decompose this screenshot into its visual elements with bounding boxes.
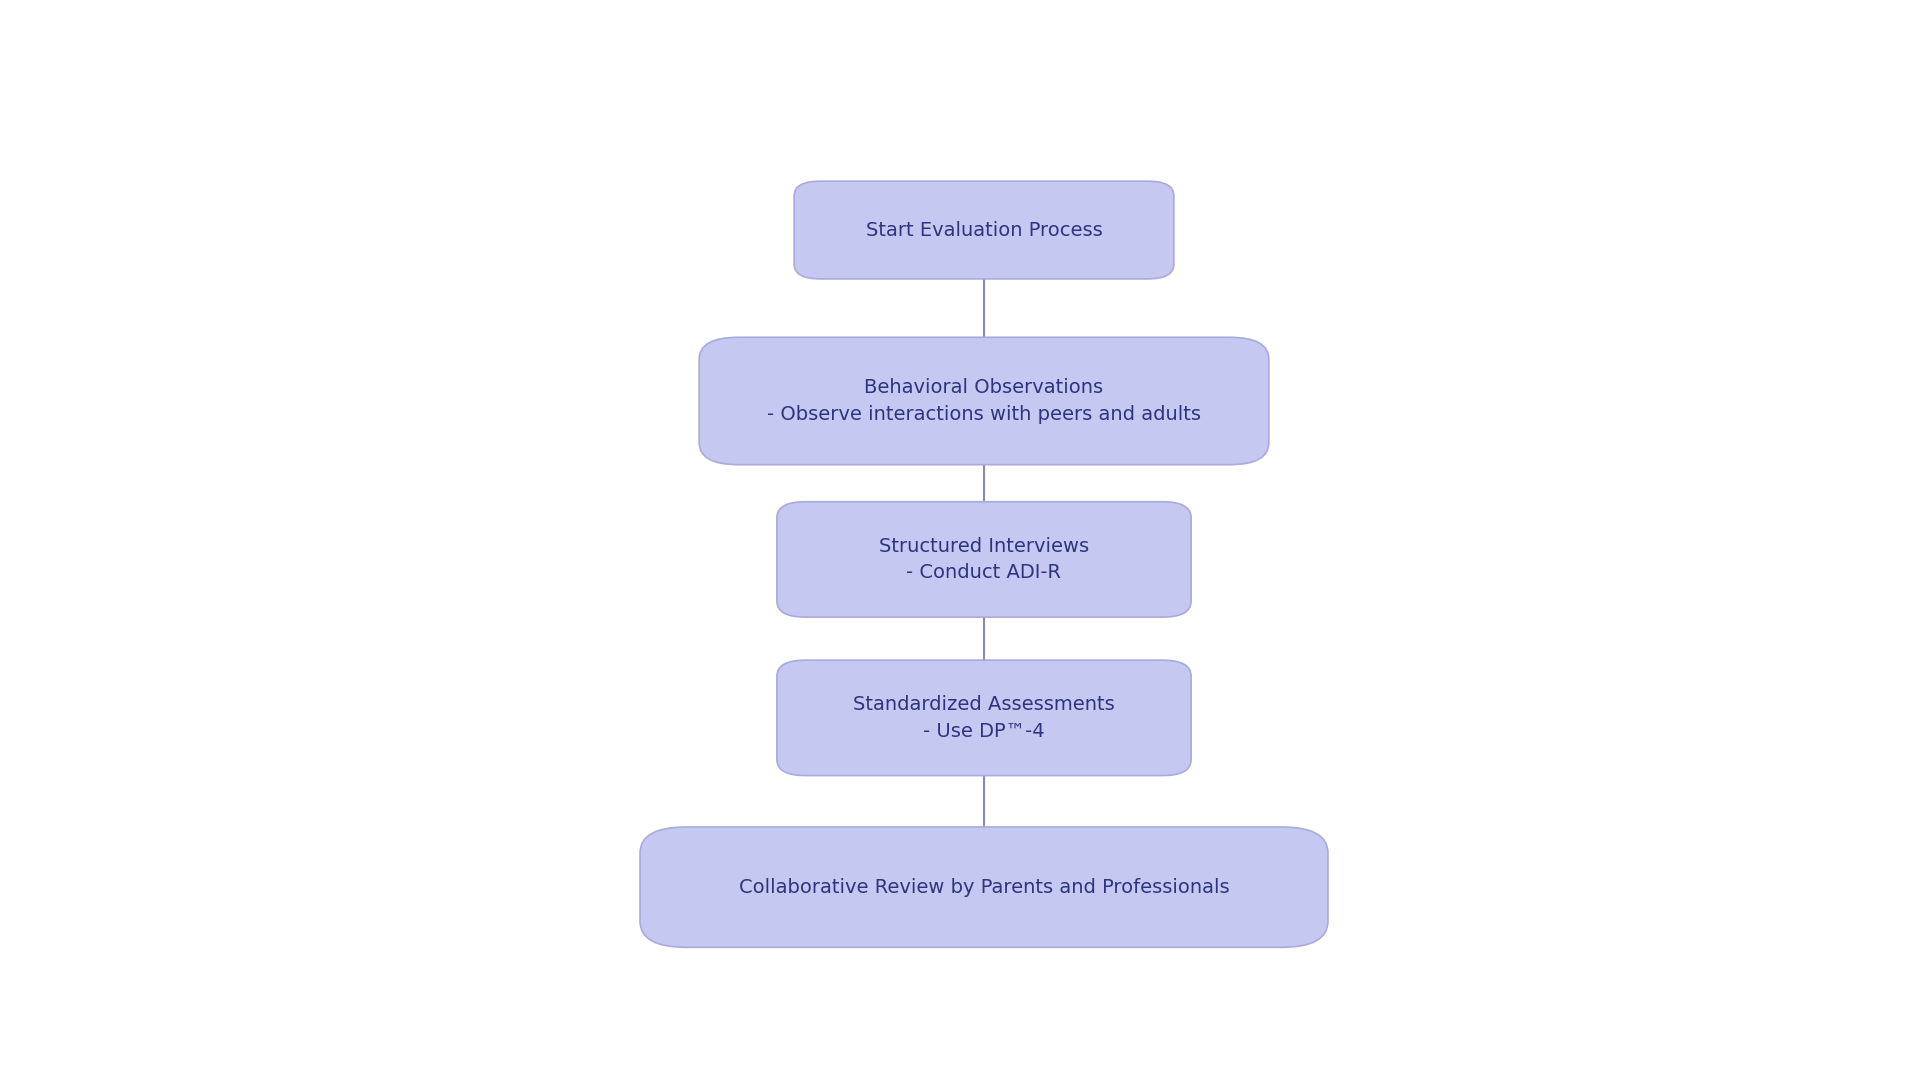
- FancyBboxPatch shape: [795, 181, 1173, 279]
- Text: Structured Interviews
- Conduct ADI-R: Structured Interviews - Conduct ADI-R: [879, 537, 1089, 583]
- Text: Behavioral Observations
- Observe interactions with peers and adults: Behavioral Observations - Observe intera…: [766, 378, 1202, 423]
- Text: Standardized Assessments
- Use DP™-4: Standardized Assessments - Use DP™-4: [852, 695, 1116, 741]
- FancyBboxPatch shape: [778, 661, 1190, 775]
- FancyBboxPatch shape: [699, 337, 1269, 465]
- Text: Collaborative Review by Parents and Professionals: Collaborative Review by Parents and Prof…: [739, 877, 1229, 897]
- FancyBboxPatch shape: [639, 827, 1329, 948]
- Text: Start Evaluation Process: Start Evaluation Process: [866, 221, 1102, 239]
- FancyBboxPatch shape: [778, 501, 1190, 617]
